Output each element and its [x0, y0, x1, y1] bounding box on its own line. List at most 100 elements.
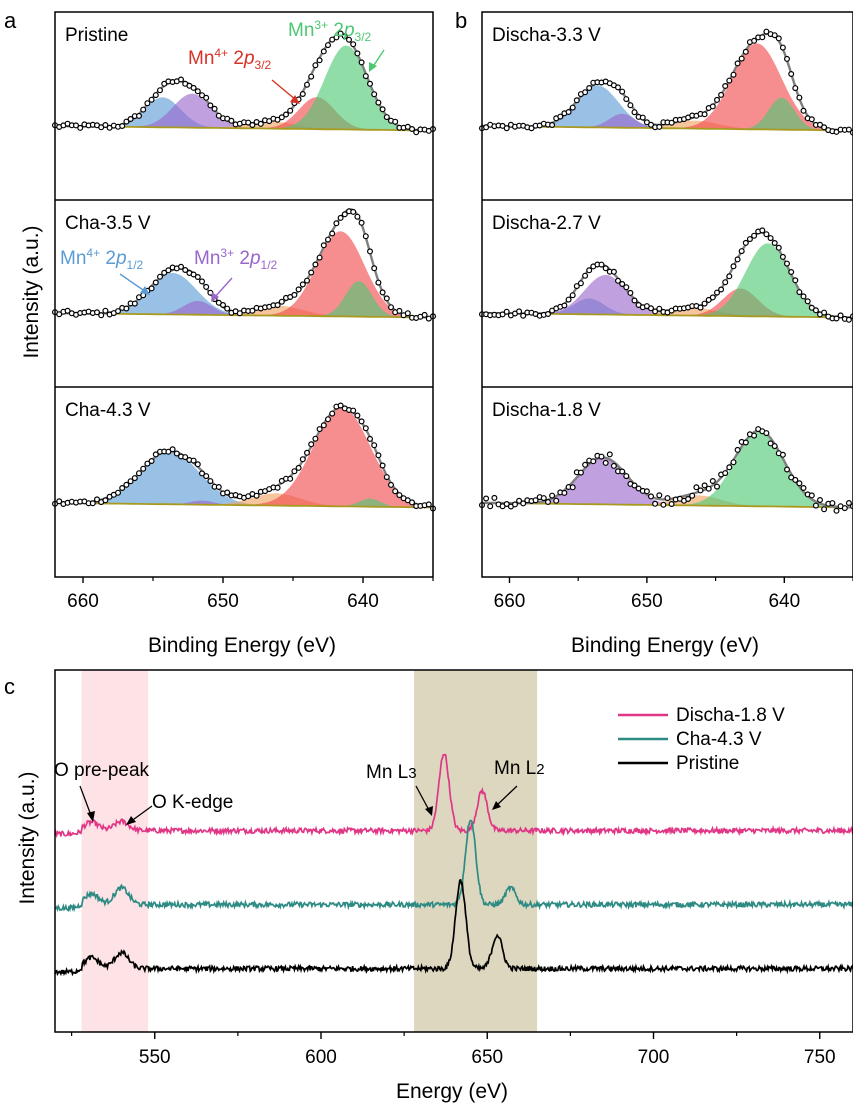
data-point — [375, 452, 382, 459]
data-point — [144, 100, 151, 107]
peak-satellite — [482, 495, 853, 508]
legend-label: Discha-1.8 V — [676, 705, 785, 726]
data-point — [358, 59, 365, 66]
data-point — [367, 80, 374, 87]
data-point — [701, 300, 708, 307]
data-point — [127, 478, 134, 485]
annotation-arrow — [271, 79, 297, 101]
data-point — [751, 232, 758, 239]
data-point — [140, 465, 147, 472]
data-point — [792, 85, 799, 92]
peak-mn3_2p32 — [482, 430, 853, 508]
data-point — [643, 488, 650, 495]
data-point — [767, 235, 774, 242]
data-point — [383, 114, 390, 121]
data-point — [341, 211, 348, 218]
data-point — [516, 308, 523, 315]
data-point — [388, 304, 395, 311]
data-point — [224, 489, 231, 496]
data-point — [157, 273, 164, 280]
data-point — [635, 485, 642, 492]
xps-subplot: Pristine — [51, 25, 437, 136]
annotation-arrow — [213, 277, 233, 299]
data-point — [808, 304, 815, 311]
svg-text:Mn4+ 2p3/2: Mn4+ 2p3/2 — [188, 46, 272, 72]
data-point — [325, 416, 332, 423]
data-point — [119, 122, 126, 129]
series-line — [54, 753, 853, 839]
annotation-mn-l3: Mn L3 — [366, 762, 433, 816]
data-point — [783, 466, 790, 473]
data-point — [136, 470, 143, 477]
data-point — [299, 90, 306, 97]
data-point — [409, 499, 416, 506]
peak-mn4_2p12 — [55, 97, 433, 131]
data-point — [337, 30, 344, 37]
data-point — [278, 114, 285, 121]
data-point — [730, 71, 737, 78]
data-point — [379, 462, 386, 469]
data-point — [316, 426, 323, 433]
data-point — [358, 418, 365, 425]
data-point — [131, 475, 138, 482]
xps-subplot: Discha-2.7 V — [479, 213, 853, 323]
data-point — [561, 302, 568, 309]
data-point — [299, 281, 306, 288]
data-point — [565, 296, 572, 303]
data-point — [102, 307, 109, 314]
data-point — [759, 34, 766, 41]
data-point — [165, 267, 172, 274]
data-point — [816, 497, 823, 504]
data-point — [316, 57, 323, 64]
data-point — [371, 442, 378, 449]
data-point — [812, 502, 819, 509]
data-point — [93, 496, 100, 503]
data-point — [528, 125, 535, 132]
data-point — [375, 279, 382, 286]
data-point — [726, 464, 733, 471]
data-point — [312, 62, 319, 69]
data-point — [586, 267, 593, 274]
data-point — [483, 124, 490, 131]
data-point — [98, 312, 105, 319]
data-point — [804, 298, 811, 305]
data-point — [685, 496, 692, 503]
data-point — [763, 28, 770, 35]
subplot-label: Discha-1.8 V — [492, 400, 601, 421]
data-point — [623, 284, 630, 291]
x-tick-label: 650 — [631, 591, 663, 612]
data-point — [631, 109, 638, 116]
data-point — [713, 483, 720, 490]
data-point — [123, 305, 130, 312]
data-point — [726, 77, 733, 84]
annotation-mn4-2p32: Mn4+ 2p3/2 — [188, 46, 300, 104]
data-point — [503, 501, 510, 508]
data-point — [503, 308, 510, 315]
annotation-mn3-2p12: Mn3+ 2p1/2 — [194, 246, 278, 302]
data-point — [228, 117, 235, 124]
data-point — [532, 497, 539, 504]
data-point — [569, 484, 576, 491]
annotation-o-kedge: O K-edge — [126, 792, 233, 825]
x-tick-label: 640 — [768, 591, 800, 612]
data-point — [165, 448, 172, 455]
data-point — [413, 129, 420, 136]
data-point — [742, 239, 749, 246]
data-point — [224, 305, 231, 312]
data-point — [771, 240, 778, 247]
peak-satellite — [482, 120, 853, 131]
data-point — [320, 242, 327, 249]
data-point — [257, 120, 264, 127]
data-point — [779, 253, 786, 260]
data-point — [614, 277, 621, 284]
data-point — [800, 485, 807, 492]
axes-frame — [481, 11, 853, 578]
data-point — [295, 464, 302, 471]
data-point — [304, 449, 311, 456]
data-point — [203, 94, 210, 101]
data-point — [56, 498, 63, 505]
data-point — [354, 50, 361, 57]
data-point — [215, 112, 222, 119]
x-tick-label: 660 — [494, 591, 526, 612]
